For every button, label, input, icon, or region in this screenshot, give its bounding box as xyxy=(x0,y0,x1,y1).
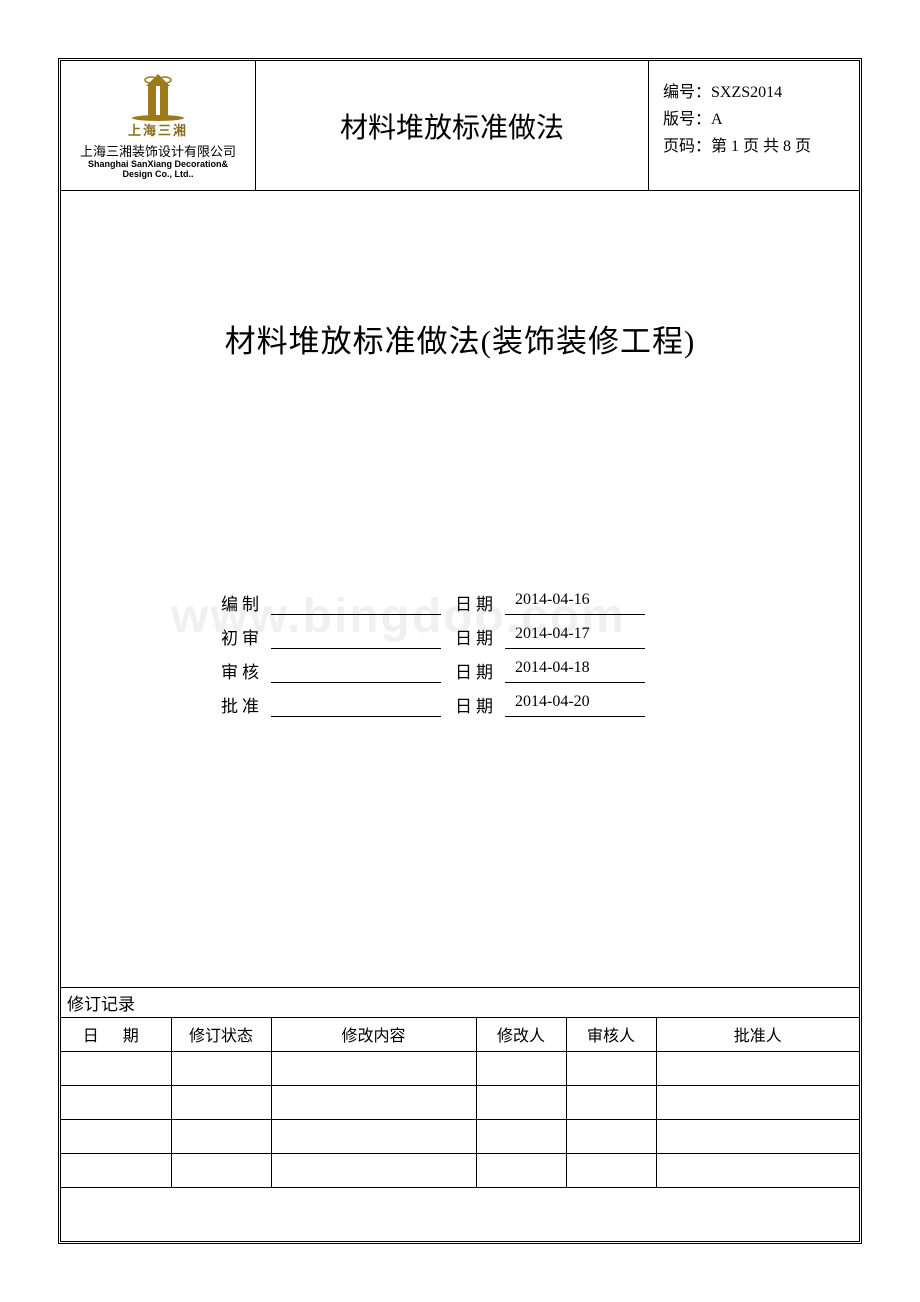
revision-row-last xyxy=(61,1187,859,1241)
signoff-date-label: 日期 xyxy=(455,692,505,717)
signoff-date-value: 2014-04-16 xyxy=(505,591,645,615)
header-title-cell: 材料堆放标准做法 xyxy=(256,61,649,190)
revision-col-status: 修订状态 xyxy=(171,1017,271,1051)
meta-page: 页码：第 1 页 共 8 页 xyxy=(663,133,849,160)
header-title: 材料堆放标准做法 xyxy=(340,106,564,146)
signoff-date-label: 日期 xyxy=(455,624,505,649)
logo-icon xyxy=(128,72,188,122)
signoff-date-value: 2014-04-20 xyxy=(505,693,645,717)
company-name-cn: 上海三湘装饰设计有限公司 xyxy=(80,141,236,160)
signoff-row: 初审 日期 2014-04-17 xyxy=(221,615,701,649)
signoff-label: 初审 xyxy=(221,624,271,649)
signoff-label: 批准 xyxy=(221,692,271,717)
revision-col-reviewer: 审核人 xyxy=(566,1017,656,1051)
signoff-name-blank xyxy=(271,625,441,649)
signoff-label: 编制 xyxy=(221,590,271,615)
body-area: 材料堆放标准做法(装饰装修工程) www.bingdoo.com 编制 日期 2… xyxy=(61,191,859,1241)
company-logo: 上海三湘 xyxy=(128,72,188,139)
signoff-name-blank xyxy=(271,659,441,683)
header-row: 上海三湘 上海三湘装饰设计有限公司 Shanghai SanXiang Deco… xyxy=(61,61,859,191)
signoff-name-blank xyxy=(271,591,441,615)
revision-header-row: 日 期 修订状态 修改内容 修改人 审核人 批准人 xyxy=(61,1017,859,1051)
signoff-row: 批准 日期 2014-04-20 xyxy=(221,683,701,717)
header-meta-cell: 编号：SXZS2014 版号：A 页码：第 1 页 共 8 页 xyxy=(649,61,859,190)
revision-section: 修订记录 日 期 修订状态 修改内容 修改人 审核人 批准人 xyxy=(61,987,859,1242)
document-page: 上海三湘 上海三湘装饰设计有限公司 Shanghai SanXiang Deco… xyxy=(0,0,920,1302)
signoff-date-value: 2014-04-18 xyxy=(505,659,645,683)
revision-col-date: 日 期 xyxy=(61,1017,171,1051)
revision-col-content: 修改内容 xyxy=(271,1017,476,1051)
page-border: 上海三湘 上海三湘装饰设计有限公司 Shanghai SanXiang Deco… xyxy=(58,58,862,1244)
signoff-label: 审核 xyxy=(221,658,271,683)
signoff-row: 审核 日期 2014-04-18 xyxy=(221,649,701,683)
revision-row xyxy=(61,1119,859,1153)
signoff-row: 编制 日期 2014-04-16 xyxy=(221,581,701,615)
revision-row xyxy=(61,1153,859,1187)
revision-col-modifier: 修改人 xyxy=(476,1017,566,1051)
meta-version: 版号：A xyxy=(663,106,849,133)
revision-row xyxy=(61,1085,859,1119)
signoff-name-blank xyxy=(271,693,441,717)
signoff-date-label: 日期 xyxy=(455,658,505,683)
signoff-block: 编制 日期 2014-04-16 初审 日期 2014-04-17 审核 日期 … xyxy=(221,581,701,717)
logo-brand-text: 上海三湘 xyxy=(128,120,188,139)
company-name-en: Shanghai SanXiang Decoration& Design Co.… xyxy=(88,160,228,180)
revision-col-approver: 批准人 xyxy=(656,1017,859,1051)
signoff-date-label: 日期 xyxy=(455,590,505,615)
meta-code: 编号：SXZS2014 xyxy=(663,79,849,106)
main-title: 材料堆放标准做法(装饰装修工程) xyxy=(61,191,859,361)
signoff-date-value: 2014-04-17 xyxy=(505,625,645,649)
revision-table: 日 期 修订状态 修改内容 修改人 审核人 批准人 xyxy=(61,1017,859,1242)
revision-row xyxy=(61,1051,859,1085)
header-logo-cell: 上海三湘 上海三湘装饰设计有限公司 Shanghai SanXiang Deco… xyxy=(61,61,256,190)
revision-title: 修订记录 xyxy=(61,987,859,1017)
